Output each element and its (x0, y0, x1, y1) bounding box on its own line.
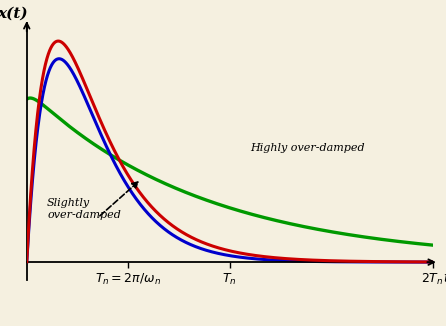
Text: x(t): x(t) (0, 7, 28, 21)
Text: Highly over-damped: Highly over-damped (250, 143, 365, 153)
Text: Slightly
over-damped: Slightly over-damped (47, 198, 121, 220)
Text: t: t (443, 271, 446, 285)
